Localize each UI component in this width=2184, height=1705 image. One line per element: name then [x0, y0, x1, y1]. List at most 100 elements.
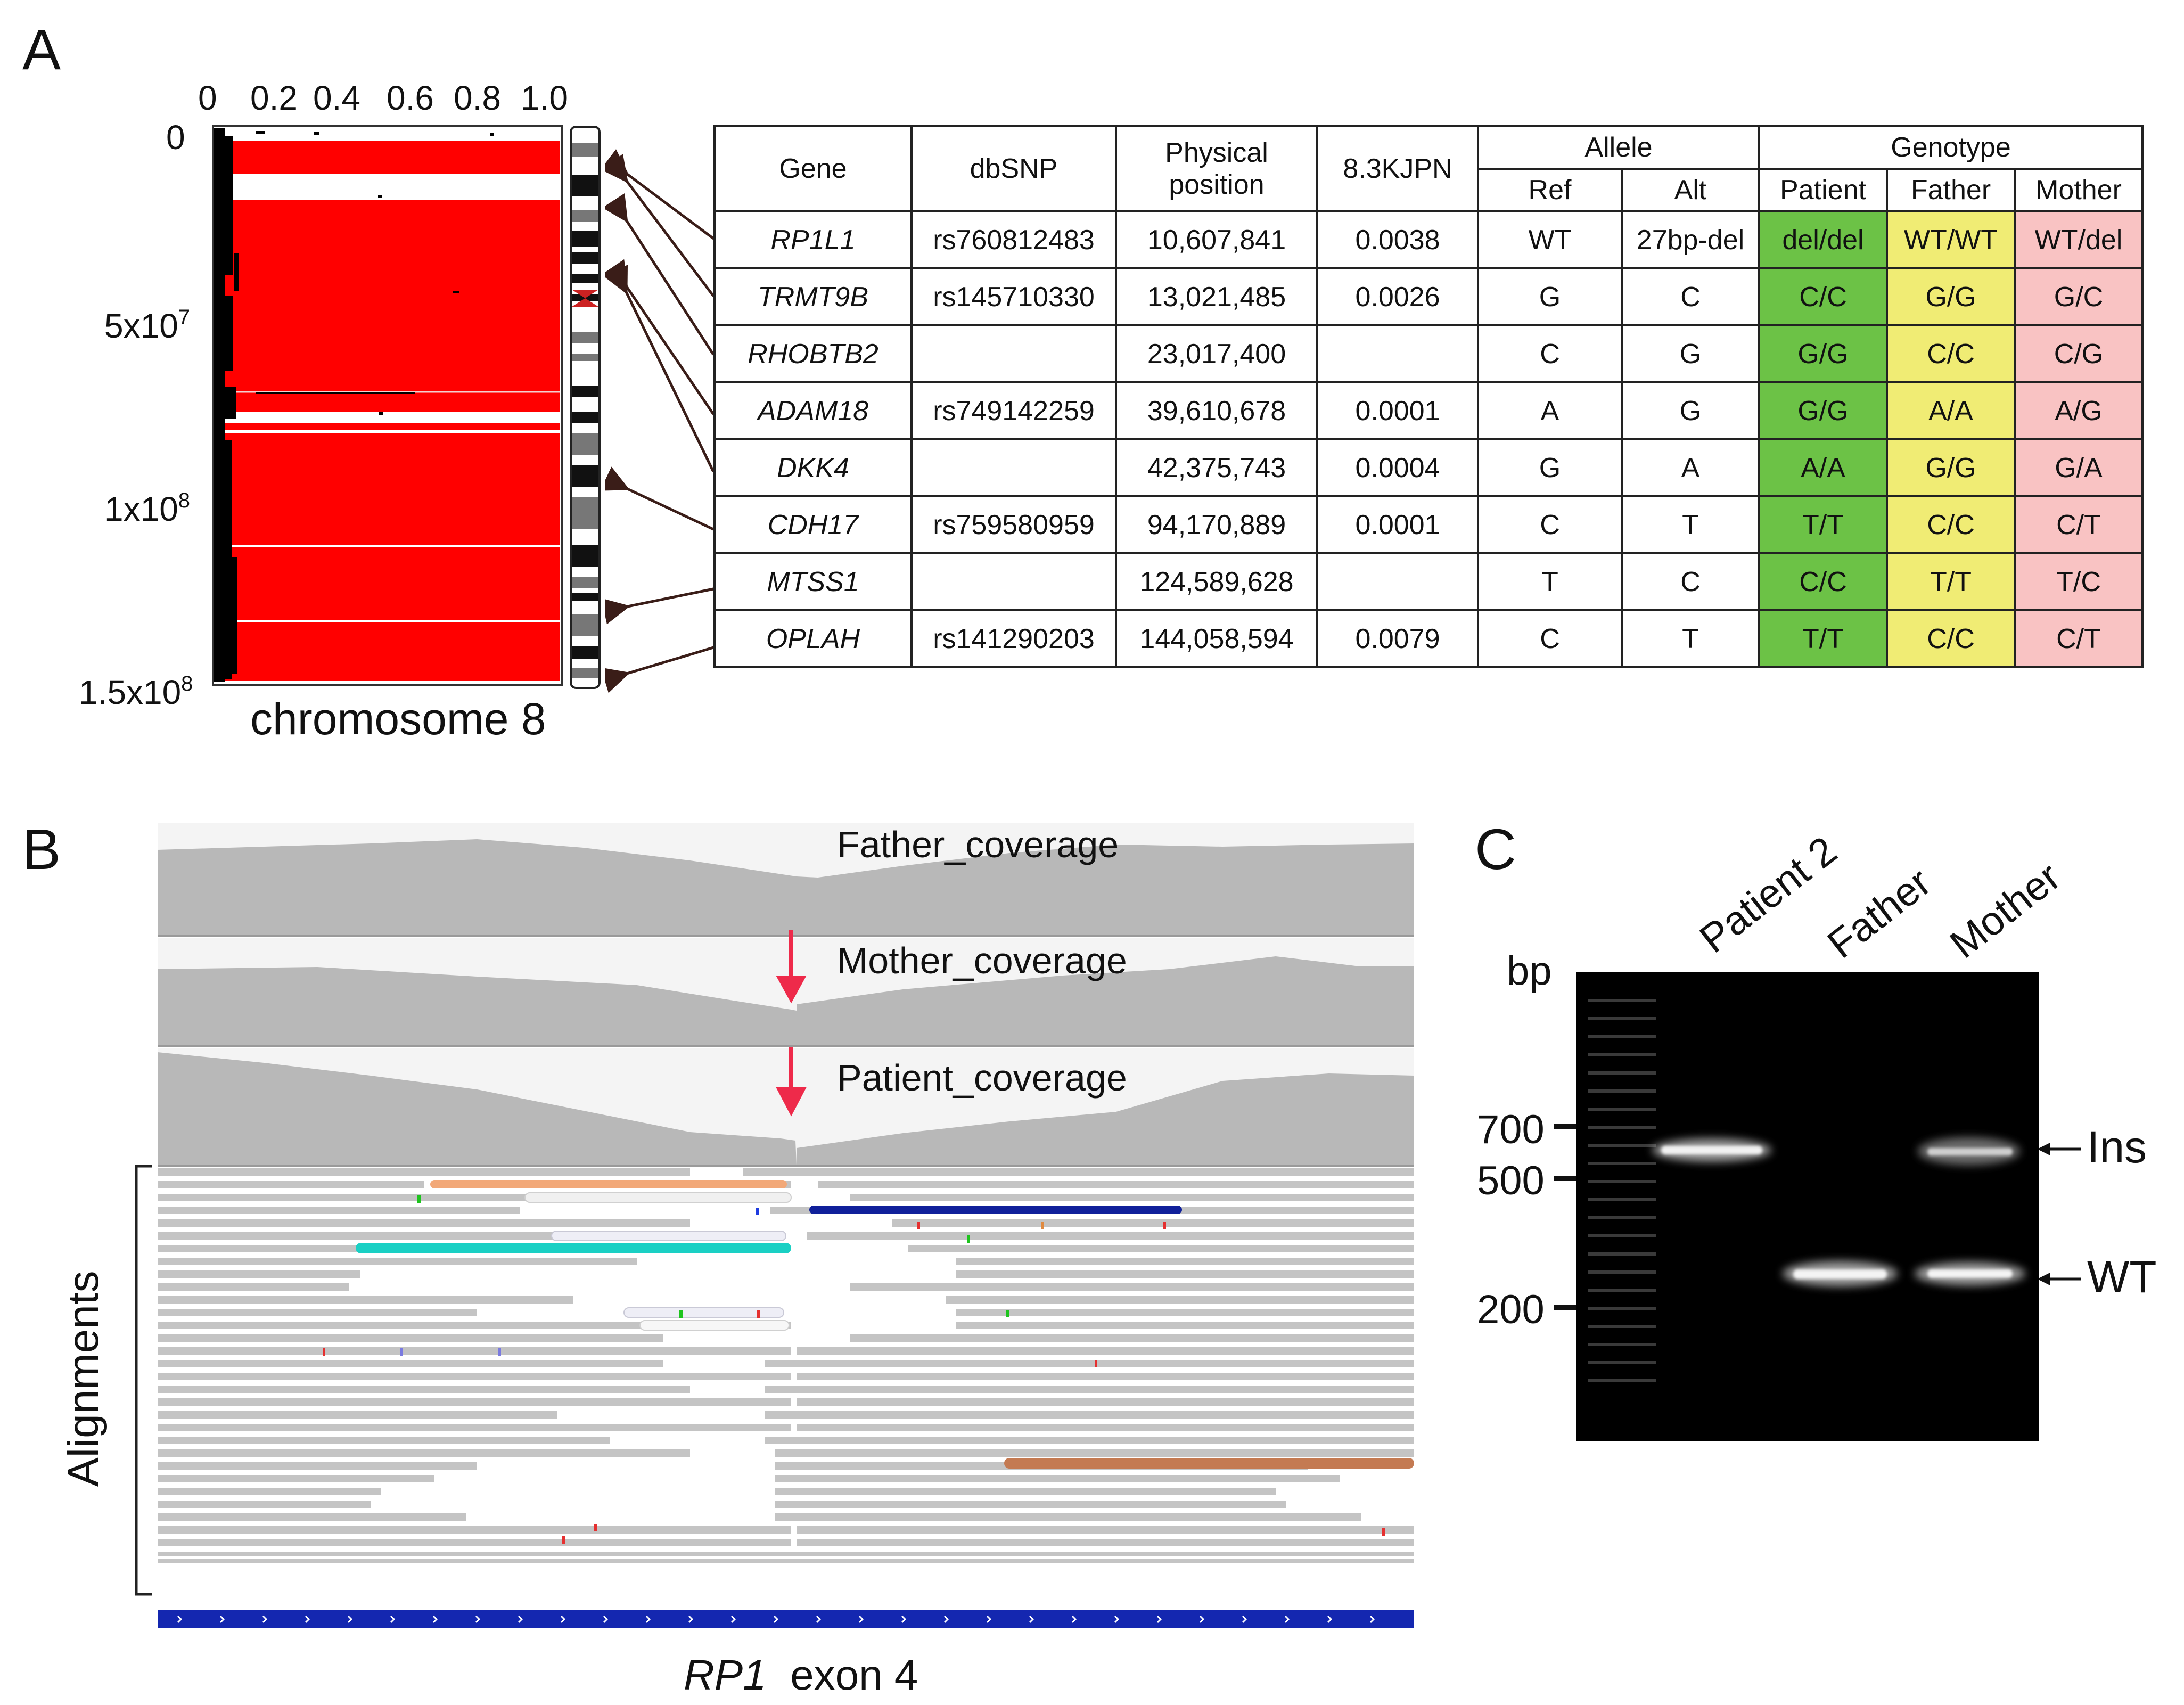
cell-dbsnp: rs749142259 [910, 381, 1117, 440]
cell-ref: T [1477, 552, 1623, 611]
cell-dbsnp: rs141290203 [910, 609, 1117, 668]
cell-mother: WT/del [2014, 210, 2144, 269]
panel-label-b: B [22, 817, 61, 881]
header-alt: Alt [1621, 168, 1760, 212]
header-father: Father [1886, 168, 2016, 212]
cell-patient: C/C [1758, 267, 1888, 326]
cell-patient: A/A [1758, 438, 1888, 497]
marker-700: 700 [1477, 1107, 1545, 1152]
cell-mother: C/G [2014, 324, 2144, 383]
table-row: RHOBTB2 23,017,400 C G G/G C/C C/G [713, 324, 2144, 383]
cell-gene: CDH17 [713, 495, 913, 554]
cell-mother: G/A [2014, 438, 2144, 497]
cell-father: G/G [1886, 438, 2016, 497]
cell-alt: 27bp-del [1621, 210, 1760, 269]
mismatch-marks [323, 1195, 1385, 1544]
header-dbsnp: dbSNP [910, 125, 1117, 212]
cell-alt: C [1621, 267, 1760, 326]
panel-label-c: C [1475, 817, 1516, 881]
cell-father: C/C [1886, 609, 2016, 668]
marker-tick-700 [1554, 1124, 1576, 1129]
y-tick: 0 [166, 118, 185, 157]
cell-mother: C/T [2014, 495, 2144, 554]
cell-alt: T [1621, 609, 1760, 668]
soft-clip-read [430, 1180, 787, 1188]
bp-label: bp [1507, 948, 1552, 994]
cell-alt: G [1621, 381, 1760, 440]
y-tick: 1.5x108 [79, 672, 193, 711]
cell-position: 39,610,678 [1115, 381, 1318, 440]
band-mother-ins-core [1927, 1148, 2013, 1155]
header-allele: Allele [1477, 125, 1760, 170]
band-label-ins: Ins [2087, 1122, 2147, 1172]
cell-gene: MTSS1 [713, 552, 913, 611]
cell-ref: A [1477, 381, 1623, 440]
cell-father: C/C [1886, 324, 2016, 383]
cell-patient: G/G [1758, 381, 1888, 440]
cell-father: G/G [1886, 267, 2016, 326]
cell-gene: OPLAH [713, 609, 913, 668]
lane-label-patient: Patient 2 [1692, 827, 1845, 962]
cell-position: 13,021,485 [1115, 267, 1318, 326]
chromosome-label: chromosome 8 [250, 694, 546, 744]
gene-connector-arrows [605, 149, 715, 693]
cell-freq: 0.0004 [1316, 438, 1479, 497]
marker-tick-200 [1554, 1305, 1576, 1310]
cell-ref: C [1477, 324, 1623, 383]
cell-father: C/C [1886, 495, 2016, 554]
x-tick: 1.0 [521, 79, 568, 117]
table-row: TRMT9B rs145710330 13,021,485 0.0026 G C C/C G/… [713, 267, 2144, 326]
cell-alt: C [1621, 552, 1760, 611]
x-tick: 0.8 [454, 79, 501, 117]
cell-position: 124,589,628 [1115, 552, 1318, 611]
cell-patient: T/T [1758, 609, 1888, 668]
read-stack [158, 1168, 1414, 1563]
marker-500: 500 [1477, 1158, 1545, 1203]
track-label-mother: Mother_coverage [837, 940, 1127, 981]
arrow-rhobtb2 [605, 193, 715, 356]
lane-label-father: Father [1819, 859, 1940, 968]
cell-freq: 0.0038 [1316, 210, 1479, 269]
arrow-mtss1 [605, 587, 714, 625]
low-mapq-read [524, 1192, 792, 1203]
panel-label-a: A [22, 17, 61, 81]
table-row: MTSS1 124,589,628 T C C/C T/T T/C [713, 552, 2144, 611]
insert-read [356, 1243, 791, 1253]
rp1-exon-track [158, 1610, 1414, 1628]
mother-coverage [158, 956, 1414, 1045]
cell-gene: RHOBTB2 [713, 324, 913, 383]
cell-position: 10,607,841 [1115, 210, 1318, 269]
header-mother: Mother [2014, 168, 2144, 212]
subheader-row: Ref Alt Patient Father Mother [715, 168, 2144, 212]
cell-position: 23,017,400 [1115, 324, 1318, 383]
ladder-bands [1588, 999, 1656, 1382]
arrow-dkk4 [605, 265, 715, 473]
homozygosity-block [214, 141, 560, 174]
cell-dbsnp: rs145710330 [910, 267, 1117, 326]
marker-200: 200 [1477, 1287, 1545, 1332]
arrow-rp1l1 [605, 149, 715, 240]
low-mapq-read [551, 1231, 786, 1241]
cell-patient: del/del [1758, 210, 1888, 269]
cell-mother: G/C [2014, 267, 2144, 326]
cell-freq: 0.0001 [1316, 495, 1479, 554]
cell-gene: ADAM18 [713, 381, 913, 440]
arrow-oplah [605, 646, 714, 693]
chromosome-ideogram [570, 126, 601, 689]
header-frequency: 8.3KJPN [1316, 125, 1479, 212]
arrow-cdh17 [605, 466, 715, 531]
band-label-wt: WT [2087, 1252, 2157, 1302]
header-position: Physical position [1115, 125, 1318, 212]
cell-alt: A [1621, 438, 1760, 497]
exon-name: exon 4 [790, 1651, 918, 1699]
x-tick: 0.6 [387, 79, 434, 117]
discordant-read [809, 1206, 1182, 1214]
cell-position: 42,375,743 [1115, 438, 1318, 497]
homozygosity-block [214, 423, 560, 681]
table-row: OPLAH rs141290203 144,058,594 0.0079 C T T/T C/… [713, 609, 2144, 668]
patient-coverage [158, 1052, 1414, 1165]
plot-frame [212, 125, 563, 686]
cell-dbsnp [910, 438, 1117, 497]
cell-gene: DKK4 [713, 438, 913, 497]
header-genotype: Genotype [1758, 125, 2144, 170]
